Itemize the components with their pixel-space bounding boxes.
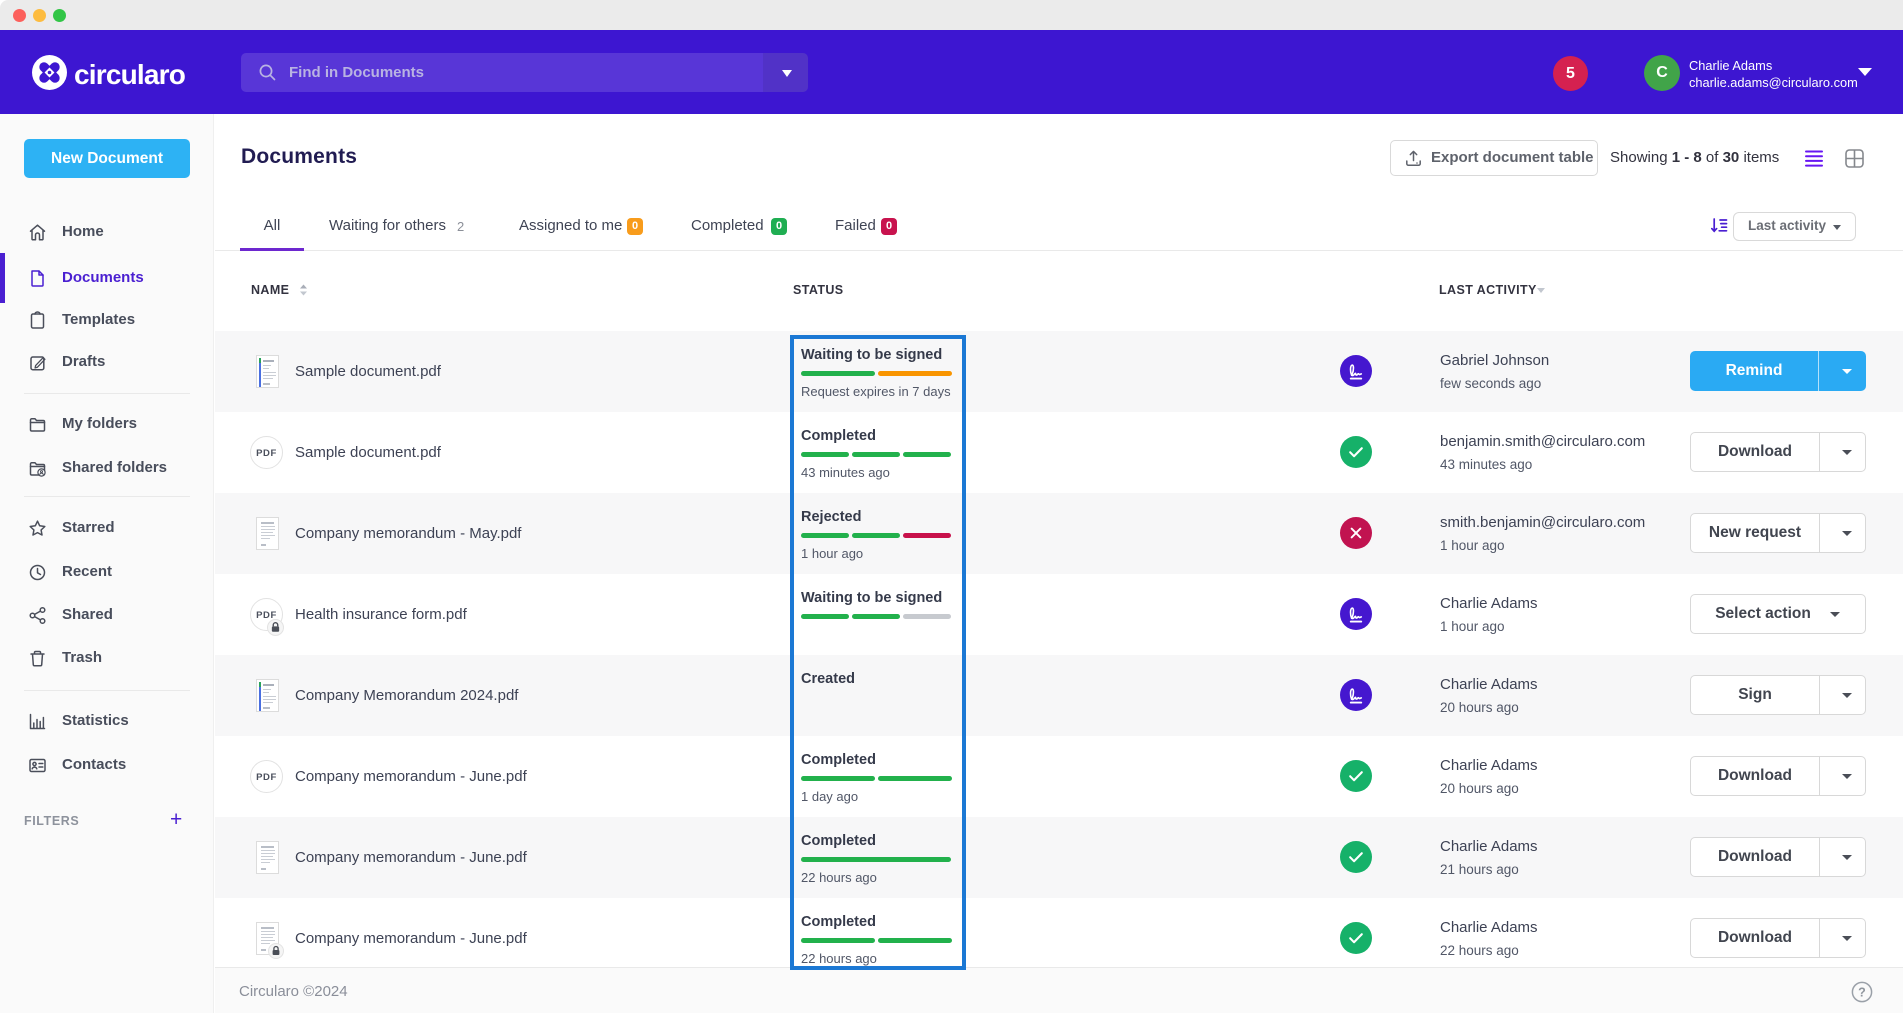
svg-text:?: ? bbox=[1858, 985, 1866, 999]
